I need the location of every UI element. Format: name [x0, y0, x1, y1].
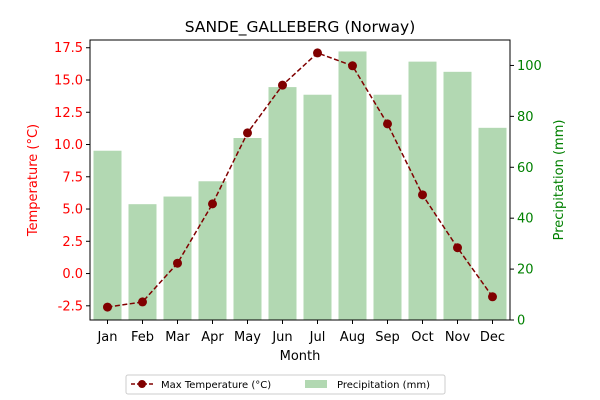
temp-point-jun: [278, 80, 287, 90]
y-left-axis-title: Temperature (°C): [26, 124, 41, 237]
x-axis: Jan Feb Mar Apr May Jun Jul Aug Sep Oct Nov Dec: [96, 320, 505, 345]
y-left-tick-label: 7.5: [62, 170, 83, 185]
x-tick-label: Jun: [271, 330, 292, 345]
y-right-tick-label: 0: [517, 314, 525, 329]
temp-point-nov: [453, 243, 462, 253]
temp-point-jul: [313, 48, 322, 58]
temp-point-jan: [103, 302, 112, 312]
y-right-tick-label: 100: [517, 59, 542, 74]
precip-bar-jul: [303, 94, 332, 321]
x-tick-label: Jan: [96, 330, 117, 345]
precip-bar-may: [233, 138, 262, 320]
legend-label-temperature: Max Temperature (°C): [161, 380, 271, 391]
temp-point-oct: [418, 190, 427, 200]
y-right-axis-title: Precipitation (mm): [552, 120, 567, 241]
legend-marker-swatch: [138, 380, 146, 388]
precipitation-bars: [93, 51, 507, 321]
x-tick-label: Feb: [131, 330, 154, 345]
temp-point-sep: [383, 119, 392, 129]
temp-point-feb: [138, 297, 147, 307]
precip-bar-jun: [268, 87, 297, 320]
y-left-tick-label: 2.5: [62, 235, 83, 250]
temperature-series-line: [107, 52, 494, 308]
y-left-tick-label: 10.0: [54, 138, 83, 153]
y-left-tick-label: 17.5: [54, 41, 83, 56]
temp-point-may: [243, 128, 252, 138]
precip-bar-dec: [478, 127, 507, 321]
y-right-axis: 0 20 40 60 80 100: [510, 59, 542, 329]
x-tick-label: Oct: [411, 330, 433, 345]
y-right-tick-label: 40: [517, 212, 534, 227]
legend: Max Temperature (°C) Precipitation (mm): [125, 374, 446, 395]
x-tick-label: Jul: [309, 330, 326, 345]
y-right-tick-label: 20: [517, 263, 534, 278]
precip-bar-sep: [373, 94, 402, 321]
legend-box: [125, 374, 446, 395]
temp-point-apr: [208, 199, 217, 209]
temp-point-aug: [348, 61, 357, 71]
x-tick-label: Aug: [340, 330, 365, 345]
x-tick-label: Nov: [445, 330, 471, 345]
precip-bar-jan: [93, 150, 122, 320]
x-tick-label: Mar: [165, 330, 190, 345]
temperature-line: [103, 48, 497, 312]
precip-bar-aug: [338, 51, 367, 321]
legend-label-precipitation: Precipitation (mm): [337, 380, 430, 391]
y-left-tick-label: -2.5: [58, 299, 83, 314]
x-axis-title: Month: [280, 349, 321, 364]
y-left-axis: -2.5 0.0 2.5 5.0 7.5 10.0 12.5 15.0 17.5: [54, 41, 90, 314]
plot-frame: [89, 39, 511, 321]
precip-bar-mar: [163, 196, 192, 320]
legend-bar-swatch: [305, 380, 327, 388]
chart-title: SANDE_GALLEBERG (Norway): [185, 18, 416, 37]
y-left-tick-label: 5.0: [62, 203, 83, 218]
x-tick-label: Dec: [480, 330, 505, 345]
temp-point-dec: [488, 292, 497, 302]
temp-point-mar: [173, 258, 182, 268]
y-left-tick-label: 12.5: [54, 106, 83, 121]
y-right-tick-label: 60: [517, 161, 534, 176]
x-tick-label: May: [234, 330, 261, 345]
y-left-tick-label: 15.0: [54, 74, 83, 89]
x-tick-label: Sep: [375, 330, 400, 345]
y-right-tick-label: 80: [517, 110, 534, 125]
precip-bar-nov: [443, 71, 472, 321]
y-left-tick-label: 0.0: [62, 267, 83, 282]
x-tick-label: Apr: [201, 330, 224, 345]
